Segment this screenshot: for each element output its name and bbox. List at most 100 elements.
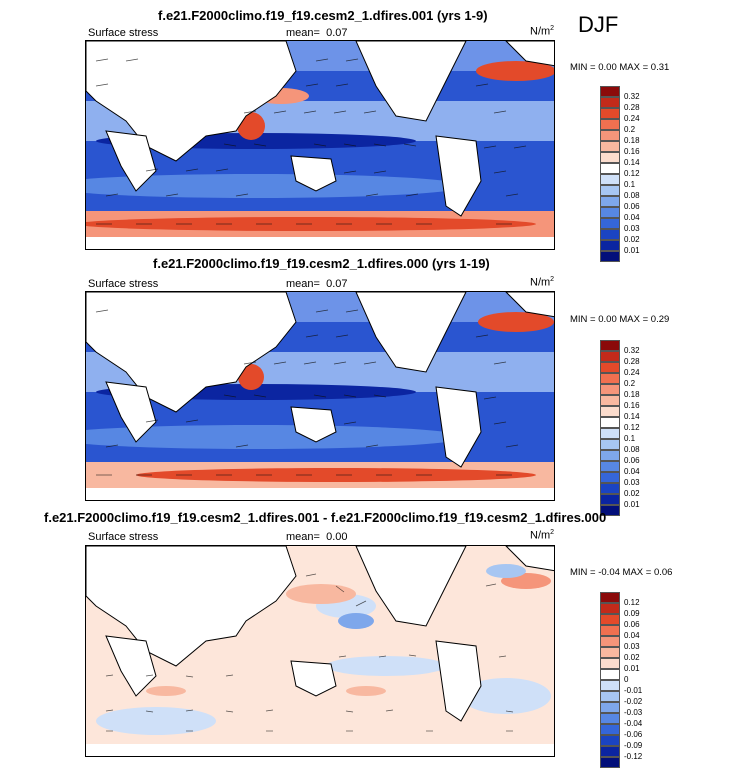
colorbar-swatch (600, 174, 620, 185)
colorbar-swatch (600, 428, 620, 439)
colorbar-swatch (600, 658, 620, 669)
panel-3-units: N/m2 (530, 529, 555, 542)
colorbar-tick-label: 0 (624, 675, 629, 684)
colorbar-swatch (600, 406, 620, 417)
colorbar-tick-label: -0.12 (624, 752, 643, 761)
colorbar-tick-label: 0.08 (624, 191, 640, 200)
colorbar-swatch (600, 636, 620, 647)
colorbar-swatch (600, 97, 620, 108)
colorbar-tick-label: 0.03 (624, 478, 640, 487)
panel-2-minmax: MIN = 0.00 MAX = 0.29 (570, 314, 670, 325)
colorbar-swatch (600, 351, 620, 362)
colorbar-swatch (600, 735, 620, 746)
panel-3-colorbar (600, 592, 620, 768)
panel-2-title: f.e21.F2000climo.f19_f19.cesm2_1.dfires.… (153, 256, 490, 271)
colorbar-swatch (600, 240, 620, 251)
colorbar-tick-label: -0.02 (624, 697, 643, 706)
colorbar-tick-label: 0.14 (624, 412, 640, 421)
panel-3-map (85, 545, 555, 757)
colorbar-swatch (600, 196, 620, 207)
colorbar-swatch (600, 483, 620, 494)
colorbar-swatch (600, 119, 620, 130)
panel-3-minmax: MIN = -0.04 MAX = 0.06 (570, 567, 673, 578)
panel-2-colorbar-ticks: 0.32 0.28 0.24 0.2 0.18 0.16 0.14 0.12 0.1 0.08 0.… (624, 345, 640, 510)
panel-1-minmax: MIN = 0.00 MAX = 0.31 (570, 62, 670, 73)
colorbar-tick-label: 0.2 (624, 125, 636, 134)
panel-1-mean-value: 0.07 (326, 27, 348, 39)
season-label: DJF (578, 12, 619, 37)
colorbar-swatch (600, 439, 620, 450)
colorbar-tick-label: 0.2 (624, 379, 636, 388)
panel-3-colorbar-ticks: 0.12 0.09 0.06 0.04 0.03 0.02 0.01 0 -0.01 -0.02 -… (624, 597, 642, 762)
colorbar-tick-label: 0.24 (624, 114, 640, 123)
colorbar-swatch (600, 647, 620, 658)
colorbar-swatch (600, 472, 620, 483)
colorbar-tick-label: 0.03 (624, 642, 640, 651)
colorbar-tick-label: -0.04 (624, 719, 643, 728)
colorbar-tick-label: 0.04 (624, 467, 640, 476)
colorbar-tick-label: 0.04 (624, 631, 640, 640)
colorbar-tick-label: 0.18 (624, 136, 640, 145)
panel-3-mean-value: 0.00 (326, 531, 348, 543)
colorbar-swatch (600, 603, 620, 614)
colorbar-swatch (600, 702, 620, 713)
colorbar-swatch (600, 229, 620, 240)
colorbar-tick-label: 0.02 (624, 653, 640, 662)
colorbar-tick-label: 0.1 (624, 434, 636, 443)
colorbar-tick-label: 0.01 (624, 500, 640, 509)
colorbar-swatch (600, 614, 620, 625)
colorbar-tick-label: -0.06 (624, 730, 643, 739)
colorbar-tick-label: 0.28 (624, 103, 640, 112)
panel-1-variable-label: Surface stress (88, 27, 159, 39)
colorbar-tick-label: 0.03 (624, 224, 640, 233)
colorbar-swatch (600, 152, 620, 163)
panel-2-mean-label: mean= 0.07 (286, 278, 348, 290)
colorbar-tick-label: 0.16 (624, 147, 640, 156)
colorbar-swatch (600, 450, 620, 461)
colorbar-swatch (600, 746, 620, 757)
colorbar-swatch (600, 218, 620, 229)
panel-1-colorbar-ticks: 0.32 0.28 0.24 0.2 0.18 0.16 0.14 0.12 0.1 0.08 0.… (624, 91, 640, 256)
colorbar-tick-label: 0.12 (624, 598, 640, 607)
panel-1-units: N/m2 (530, 25, 555, 38)
colorbar-tick-label: 0.14 (624, 158, 640, 167)
colorbar-swatch (600, 373, 620, 384)
colorbar-tick-label: 0.06 (624, 456, 640, 465)
colorbar-tick-label: 0.04 (624, 213, 640, 222)
panel-1-colorbar (600, 86, 620, 262)
colorbar-tick-label: -0.03 (624, 708, 643, 717)
colorbar-tick-label: 0.06 (624, 202, 640, 211)
panel-1-mean-label: mean= 0.07 (286, 27, 348, 39)
colorbar-swatch (600, 757, 620, 768)
colorbar-tick-label: 0.32 (624, 346, 640, 355)
colorbar-swatch (600, 625, 620, 636)
colorbar-tick-label: 0.24 (624, 368, 640, 377)
panel-1-title: f.e21.F2000climo.f19_f19.cesm2_1.dfires.… (158, 8, 488, 23)
colorbar-swatch (600, 251, 620, 262)
colorbar-tick-label: 0.1 (624, 180, 636, 189)
colorbar-tick-label: 0.02 (624, 235, 640, 244)
colorbar-tick-label: 0.32 (624, 92, 640, 101)
colorbar-tick-label: 0.08 (624, 445, 640, 454)
colorbar-swatch (600, 130, 620, 141)
colorbar-tick-label: 0.02 (624, 489, 640, 498)
colorbar-swatch (600, 207, 620, 218)
colorbar-swatch (600, 384, 620, 395)
colorbar-swatch (600, 724, 620, 735)
colorbar-swatch (600, 505, 620, 516)
colorbar-tick-label: 0.16 (624, 401, 640, 410)
panel-3-mean-label: mean= 0.00 (286, 531, 348, 543)
colorbar-swatch (600, 185, 620, 196)
colorbar-swatch (600, 395, 620, 406)
colorbar-swatch (600, 108, 620, 119)
colorbar-swatch (600, 141, 620, 152)
colorbar-swatch (600, 163, 620, 174)
colorbar-tick-label: 0.01 (624, 246, 640, 255)
colorbar-tick-label: 0.28 (624, 357, 640, 366)
colorbar-swatch (600, 494, 620, 505)
colorbar-swatch (600, 691, 620, 702)
colorbar-swatch (600, 461, 620, 472)
colorbar-tick-label: 0.18 (624, 390, 640, 399)
panel-3-title: f.e21.F2000climo.f19_f19.cesm2_1.dfires.… (44, 510, 607, 525)
colorbar-swatch (600, 340, 620, 351)
